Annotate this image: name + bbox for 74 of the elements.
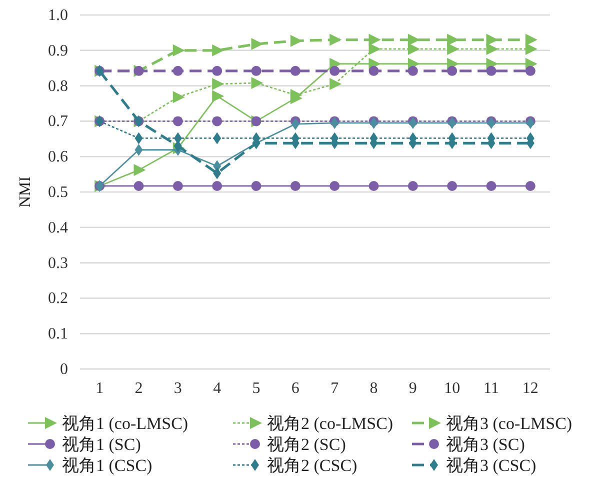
point (251, 180, 262, 191)
x-tick-label: 11 (484, 380, 499, 397)
point (251, 38, 264, 50)
x-tick-label: 2 (134, 380, 143, 397)
legend-label: 视角3 (SC) (446, 435, 525, 454)
point (408, 42, 420, 55)
y-tick-label: 0.9 (48, 42, 68, 60)
point (212, 116, 222, 126)
point (330, 66, 340, 76)
x-tick-label: 4 (213, 380, 222, 397)
point (290, 89, 302, 102)
point (290, 66, 300, 76)
x-tick-label: 9 (408, 380, 417, 397)
point (447, 66, 458, 76)
y-tick-label: 0.3 (48, 254, 68, 272)
y-tick-label: 0.2 (48, 290, 68, 308)
legend-label: 视角2 (co-LMSC) (267, 414, 394, 433)
point (330, 180, 340, 191)
point (525, 34, 538, 46)
x-tick-label: 5 (252, 380, 260, 397)
point (212, 78, 224, 90)
legend-label: 视角1 (CSC) (62, 456, 152, 475)
y-tick-label: 0 (60, 361, 68, 378)
point (525, 180, 536, 191)
y-tick-label: 1.0 (48, 7, 68, 24)
point (212, 90, 224, 102)
point (212, 180, 222, 191)
point (172, 66, 183, 76)
y-tick-label: 0.1 (48, 326, 68, 343)
point (368, 42, 381, 55)
legend-label: 视角2 (CSC) (267, 456, 358, 475)
point (368, 180, 379, 191)
point (134, 180, 144, 191)
y-tick-label: 0.5 (48, 184, 68, 201)
x-tick-label: 3 (174, 380, 182, 397)
point (134, 164, 146, 176)
legend-label: 视角3 (CSC) (446, 456, 536, 475)
point (525, 66, 536, 76)
point (251, 76, 264, 89)
point (486, 42, 498, 55)
point (408, 66, 418, 76)
point (212, 66, 222, 76)
point (447, 180, 458, 191)
legend-label: 视角3 (co-LMSC) (446, 414, 572, 433)
legend-label: 视角1 (SC) (62, 435, 141, 454)
x-tick-label: 7 (330, 380, 339, 397)
point (251, 66, 262, 76)
x-tick-label: 1 (96, 380, 104, 397)
point (330, 34, 342, 46)
point (172, 180, 183, 191)
x-tick-label: 8 (370, 380, 378, 397)
x-tick-label: 12 (522, 380, 538, 397)
point (486, 180, 496, 191)
point (525, 42, 538, 55)
point (486, 66, 496, 76)
y-tick-label: 0.4 (48, 219, 68, 236)
point (447, 42, 460, 55)
point (330, 78, 342, 90)
y-tick-label: 0.7 (48, 113, 68, 130)
point (172, 44, 185, 56)
point (290, 180, 300, 191)
point (368, 34, 381, 46)
y-tick-label: 0.6 (48, 148, 68, 166)
legend-label: 视角1 (co-LMSC) (62, 414, 188, 433)
x-tick-label: 6 (291, 380, 300, 397)
legend-label: 视角2 (SC) (267, 435, 346, 454)
point (172, 91, 185, 104)
point (172, 116, 183, 126)
point (368, 66, 379, 76)
point (212, 44, 224, 56)
y-axis-title: NMI (17, 176, 34, 208)
y-tick-label: 0.8 (48, 78, 68, 95)
point (408, 180, 418, 191)
x-tick-label: 10 (444, 380, 460, 397)
